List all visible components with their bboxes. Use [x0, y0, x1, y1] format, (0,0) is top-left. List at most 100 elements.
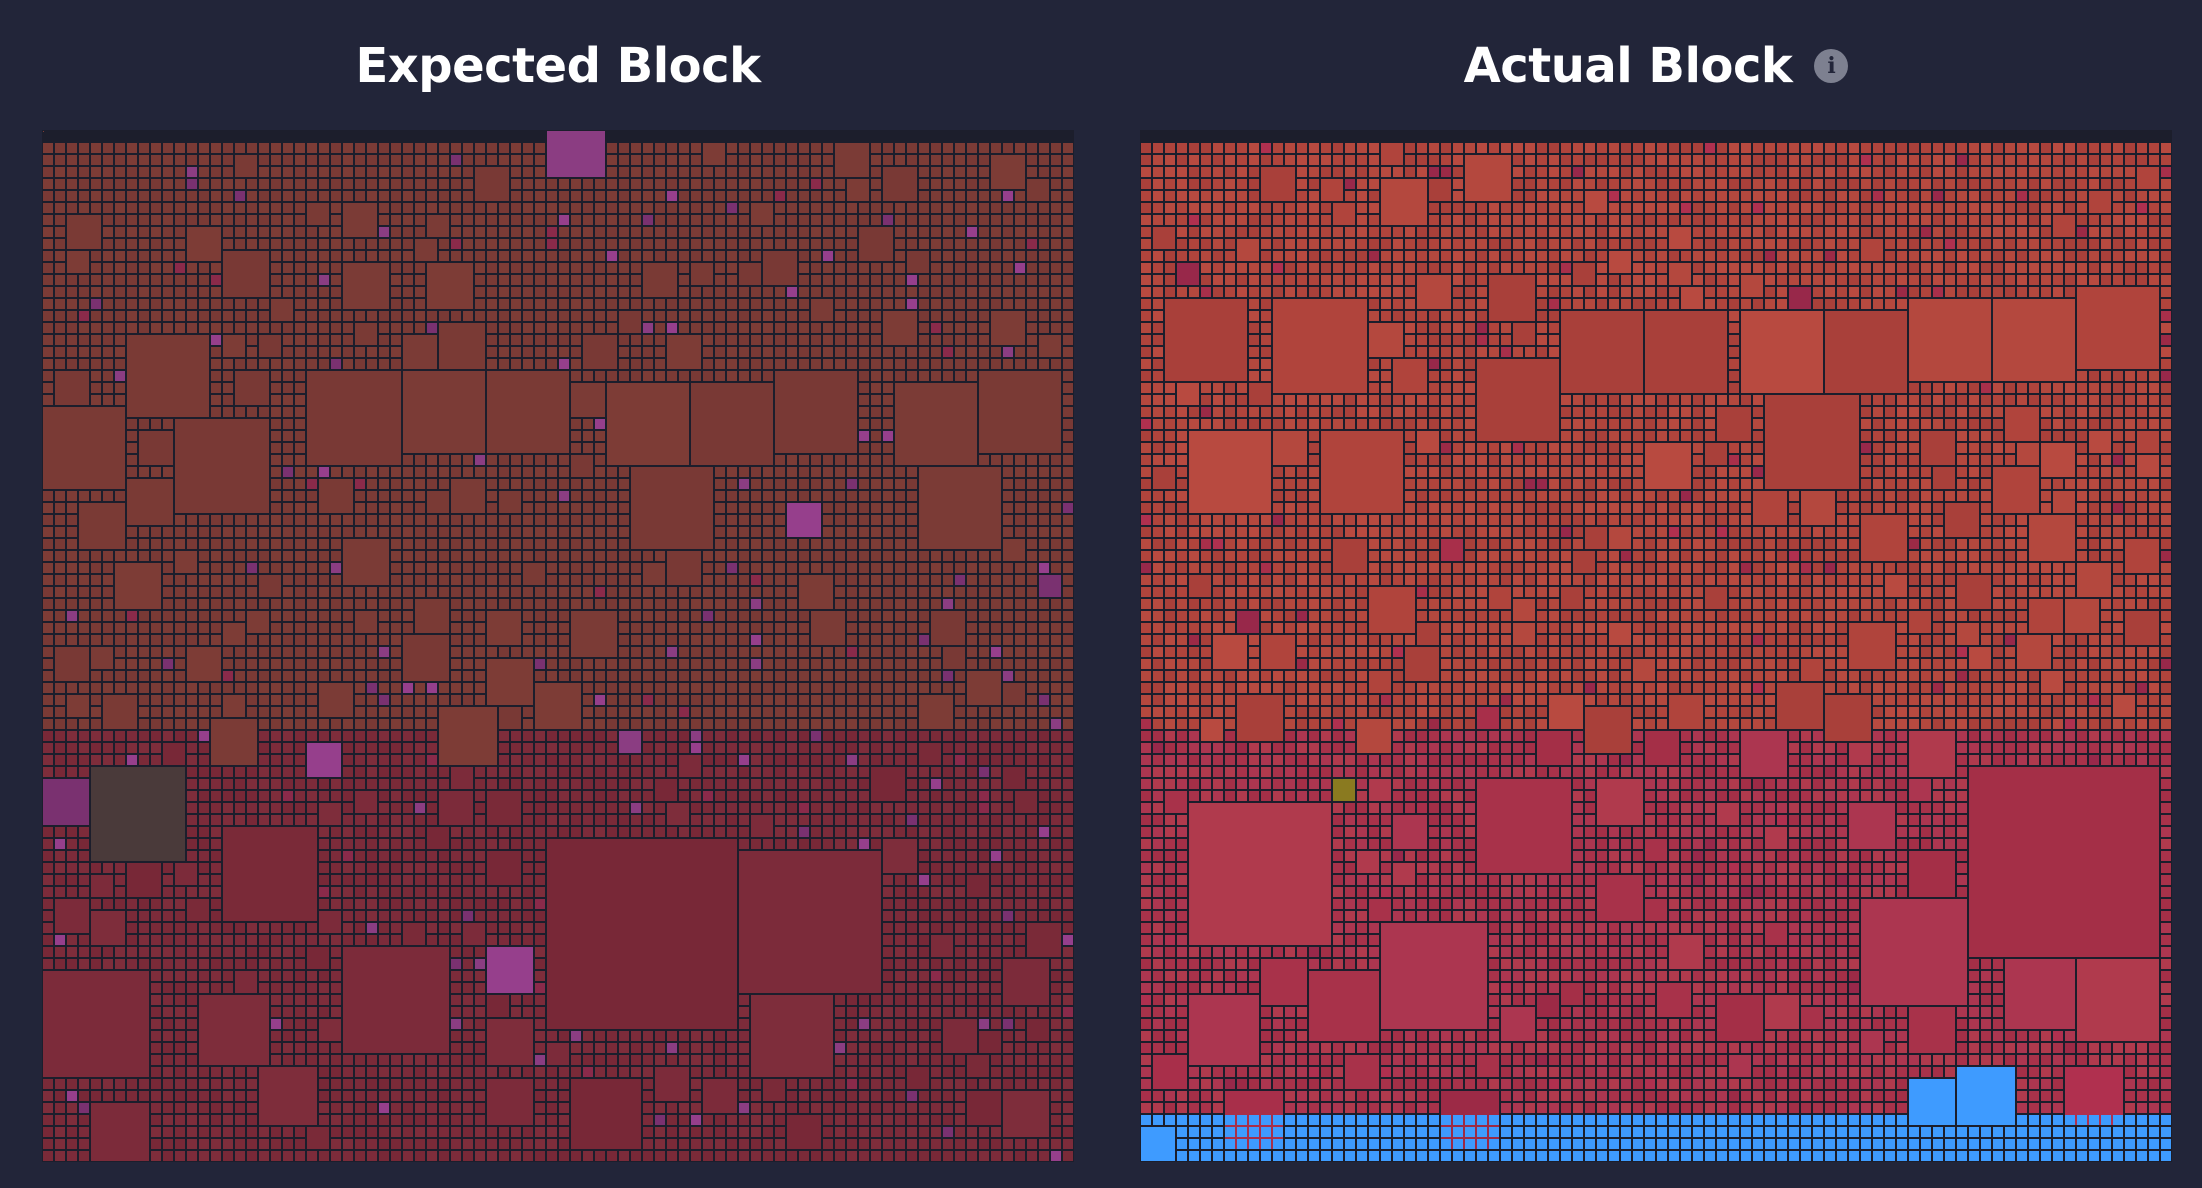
- transaction-cell[interactable]: [907, 467, 917, 477]
- transaction-cell[interactable]: [43, 767, 53, 777]
- transaction-cell[interactable]: [175, 887, 185, 897]
- transaction-cell[interactable]: [619, 263, 629, 273]
- transaction-cell[interactable]: [271, 239, 281, 249]
- transaction-cell[interactable]: [895, 1067, 905, 1077]
- transaction-cell[interactable]: [871, 1031, 881, 1041]
- transaction-cell[interactable]: [955, 959, 965, 969]
- transaction-cell[interactable]: [139, 215, 149, 225]
- transaction-cell[interactable]: [1063, 299, 1073, 309]
- transaction-cell[interactable]: [775, 779, 785, 789]
- transaction-cell[interactable]: [943, 299, 953, 309]
- transaction-cell[interactable]: [319, 299, 329, 309]
- transaction-cell[interactable]: [835, 1067, 845, 1077]
- transaction-cell[interactable]: [1051, 1103, 1061, 1113]
- transaction-cell[interactable]: [295, 215, 305, 225]
- transaction-cell[interactable]: [535, 839, 545, 849]
- transaction-cell[interactable]: [943, 959, 953, 969]
- transaction-cell[interactable]: [919, 923, 929, 933]
- transaction-cell[interactable]: [151, 935, 161, 945]
- transaction-cell[interactable]: [511, 227, 521, 237]
- transaction-cell[interactable]: [835, 1019, 845, 1029]
- transaction-cell[interactable]: [427, 707, 437, 717]
- transaction-cell[interactable]: [619, 1055, 629, 1065]
- transaction-cell[interactable]: [847, 719, 857, 729]
- transaction-cell[interactable]: [991, 959, 1001, 969]
- transaction-cell[interactable]: [823, 551, 833, 561]
- transaction-cell[interactable]: [319, 611, 329, 621]
- transaction-cell[interactable]: [535, 899, 545, 909]
- transaction-cell[interactable]: [439, 527, 449, 537]
- transaction-cell[interactable]: [379, 1127, 389, 1137]
- transaction-cell[interactable]: [823, 359, 833, 369]
- transaction-cell[interactable]: [187, 1115, 197, 1125]
- transaction-cell[interactable]: [847, 659, 857, 669]
- transaction-cell[interactable]: [559, 551, 569, 561]
- transaction-cell[interactable]: [883, 719, 893, 729]
- transaction-cell[interactable]: [931, 923, 941, 933]
- transaction-block[interactable]: [967, 875, 989, 897]
- transaction-cell[interactable]: [559, 1103, 569, 1113]
- transaction-cell[interactable]: [859, 503, 869, 513]
- transaction-cell[interactable]: [67, 935, 77, 945]
- transaction-cell[interactable]: [151, 527, 161, 537]
- transaction-cell[interactable]: [319, 599, 329, 609]
- transaction-cell[interactable]: [175, 323, 185, 333]
- transaction-block[interactable]: [679, 755, 701, 777]
- transaction-cell[interactable]: [1039, 695, 1049, 705]
- transaction-cell[interactable]: [331, 191, 341, 201]
- transaction-cell[interactable]: [919, 995, 929, 1005]
- transaction-cell[interactable]: [991, 815, 1001, 825]
- transaction-cell[interactable]: [871, 539, 881, 549]
- large-transaction-block[interactable]: [259, 1067, 317, 1125]
- transaction-cell[interactable]: [259, 239, 269, 249]
- transaction-cell[interactable]: [835, 263, 845, 273]
- transaction-cell[interactable]: [235, 659, 245, 669]
- transaction-cell[interactable]: [439, 899, 449, 909]
- transaction-cell[interactable]: [787, 587, 797, 597]
- transaction-cell[interactable]: [811, 695, 821, 705]
- transaction-cell[interactable]: [715, 323, 725, 333]
- transaction-cell[interactable]: [979, 215, 989, 225]
- transaction-cell[interactable]: [67, 947, 77, 957]
- transaction-cell[interactable]: [475, 299, 485, 309]
- transaction-cell[interactable]: [715, 311, 725, 321]
- transaction-cell[interactable]: [703, 1151, 713, 1161]
- transaction-cell[interactable]: [1051, 791, 1061, 801]
- transaction-cell[interactable]: [715, 647, 725, 657]
- transaction-cell[interactable]: [187, 1091, 197, 1101]
- transaction-block[interactable]: [403, 635, 449, 681]
- transaction-cell[interactable]: [247, 311, 257, 321]
- transaction-cell[interactable]: [811, 647, 821, 657]
- transaction-cell[interactable]: [403, 611, 413, 621]
- transaction-cell[interactable]: [235, 239, 245, 249]
- transaction-cell[interactable]: [1051, 659, 1061, 669]
- transaction-cell[interactable]: [307, 671, 317, 681]
- transaction-cell[interactable]: [1039, 755, 1049, 765]
- transaction-cell[interactable]: [631, 203, 641, 213]
- transaction-cell[interactable]: [55, 527, 65, 537]
- transaction-cell[interactable]: [331, 863, 341, 873]
- transaction-cell[interactable]: [967, 179, 977, 189]
- transaction-cell[interactable]: [895, 623, 905, 633]
- transaction-cell[interactable]: [715, 731, 725, 741]
- transaction-block[interactable]: [91, 911, 125, 945]
- transaction-cell[interactable]: [919, 1139, 929, 1149]
- transaction-cell[interactable]: [199, 263, 209, 273]
- transaction-cell[interactable]: [523, 143, 533, 153]
- transaction-cell[interactable]: [943, 1151, 953, 1161]
- transaction-cell[interactable]: [319, 1091, 329, 1101]
- transaction-cell[interactable]: [535, 599, 545, 609]
- transaction-cell[interactable]: [43, 179, 53, 189]
- transaction-cell[interactable]: [847, 239, 857, 249]
- transaction-cell[interactable]: [355, 599, 365, 609]
- pending-transaction-cell[interactable]: [1501, 1115, 1511, 1125]
- transaction-cell[interactable]: [1039, 1043, 1049, 1053]
- transaction-cell[interactable]: [415, 563, 425, 573]
- transaction-cell[interactable]: [631, 1043, 641, 1053]
- transaction-cell[interactable]: [715, 479, 725, 489]
- transaction-cell[interactable]: [79, 299, 89, 309]
- transaction-cell[interactable]: [439, 203, 449, 213]
- transaction-cell[interactable]: [199, 143, 209, 153]
- transaction-cell[interactable]: [775, 323, 785, 333]
- transaction-cell[interactable]: [847, 335, 857, 345]
